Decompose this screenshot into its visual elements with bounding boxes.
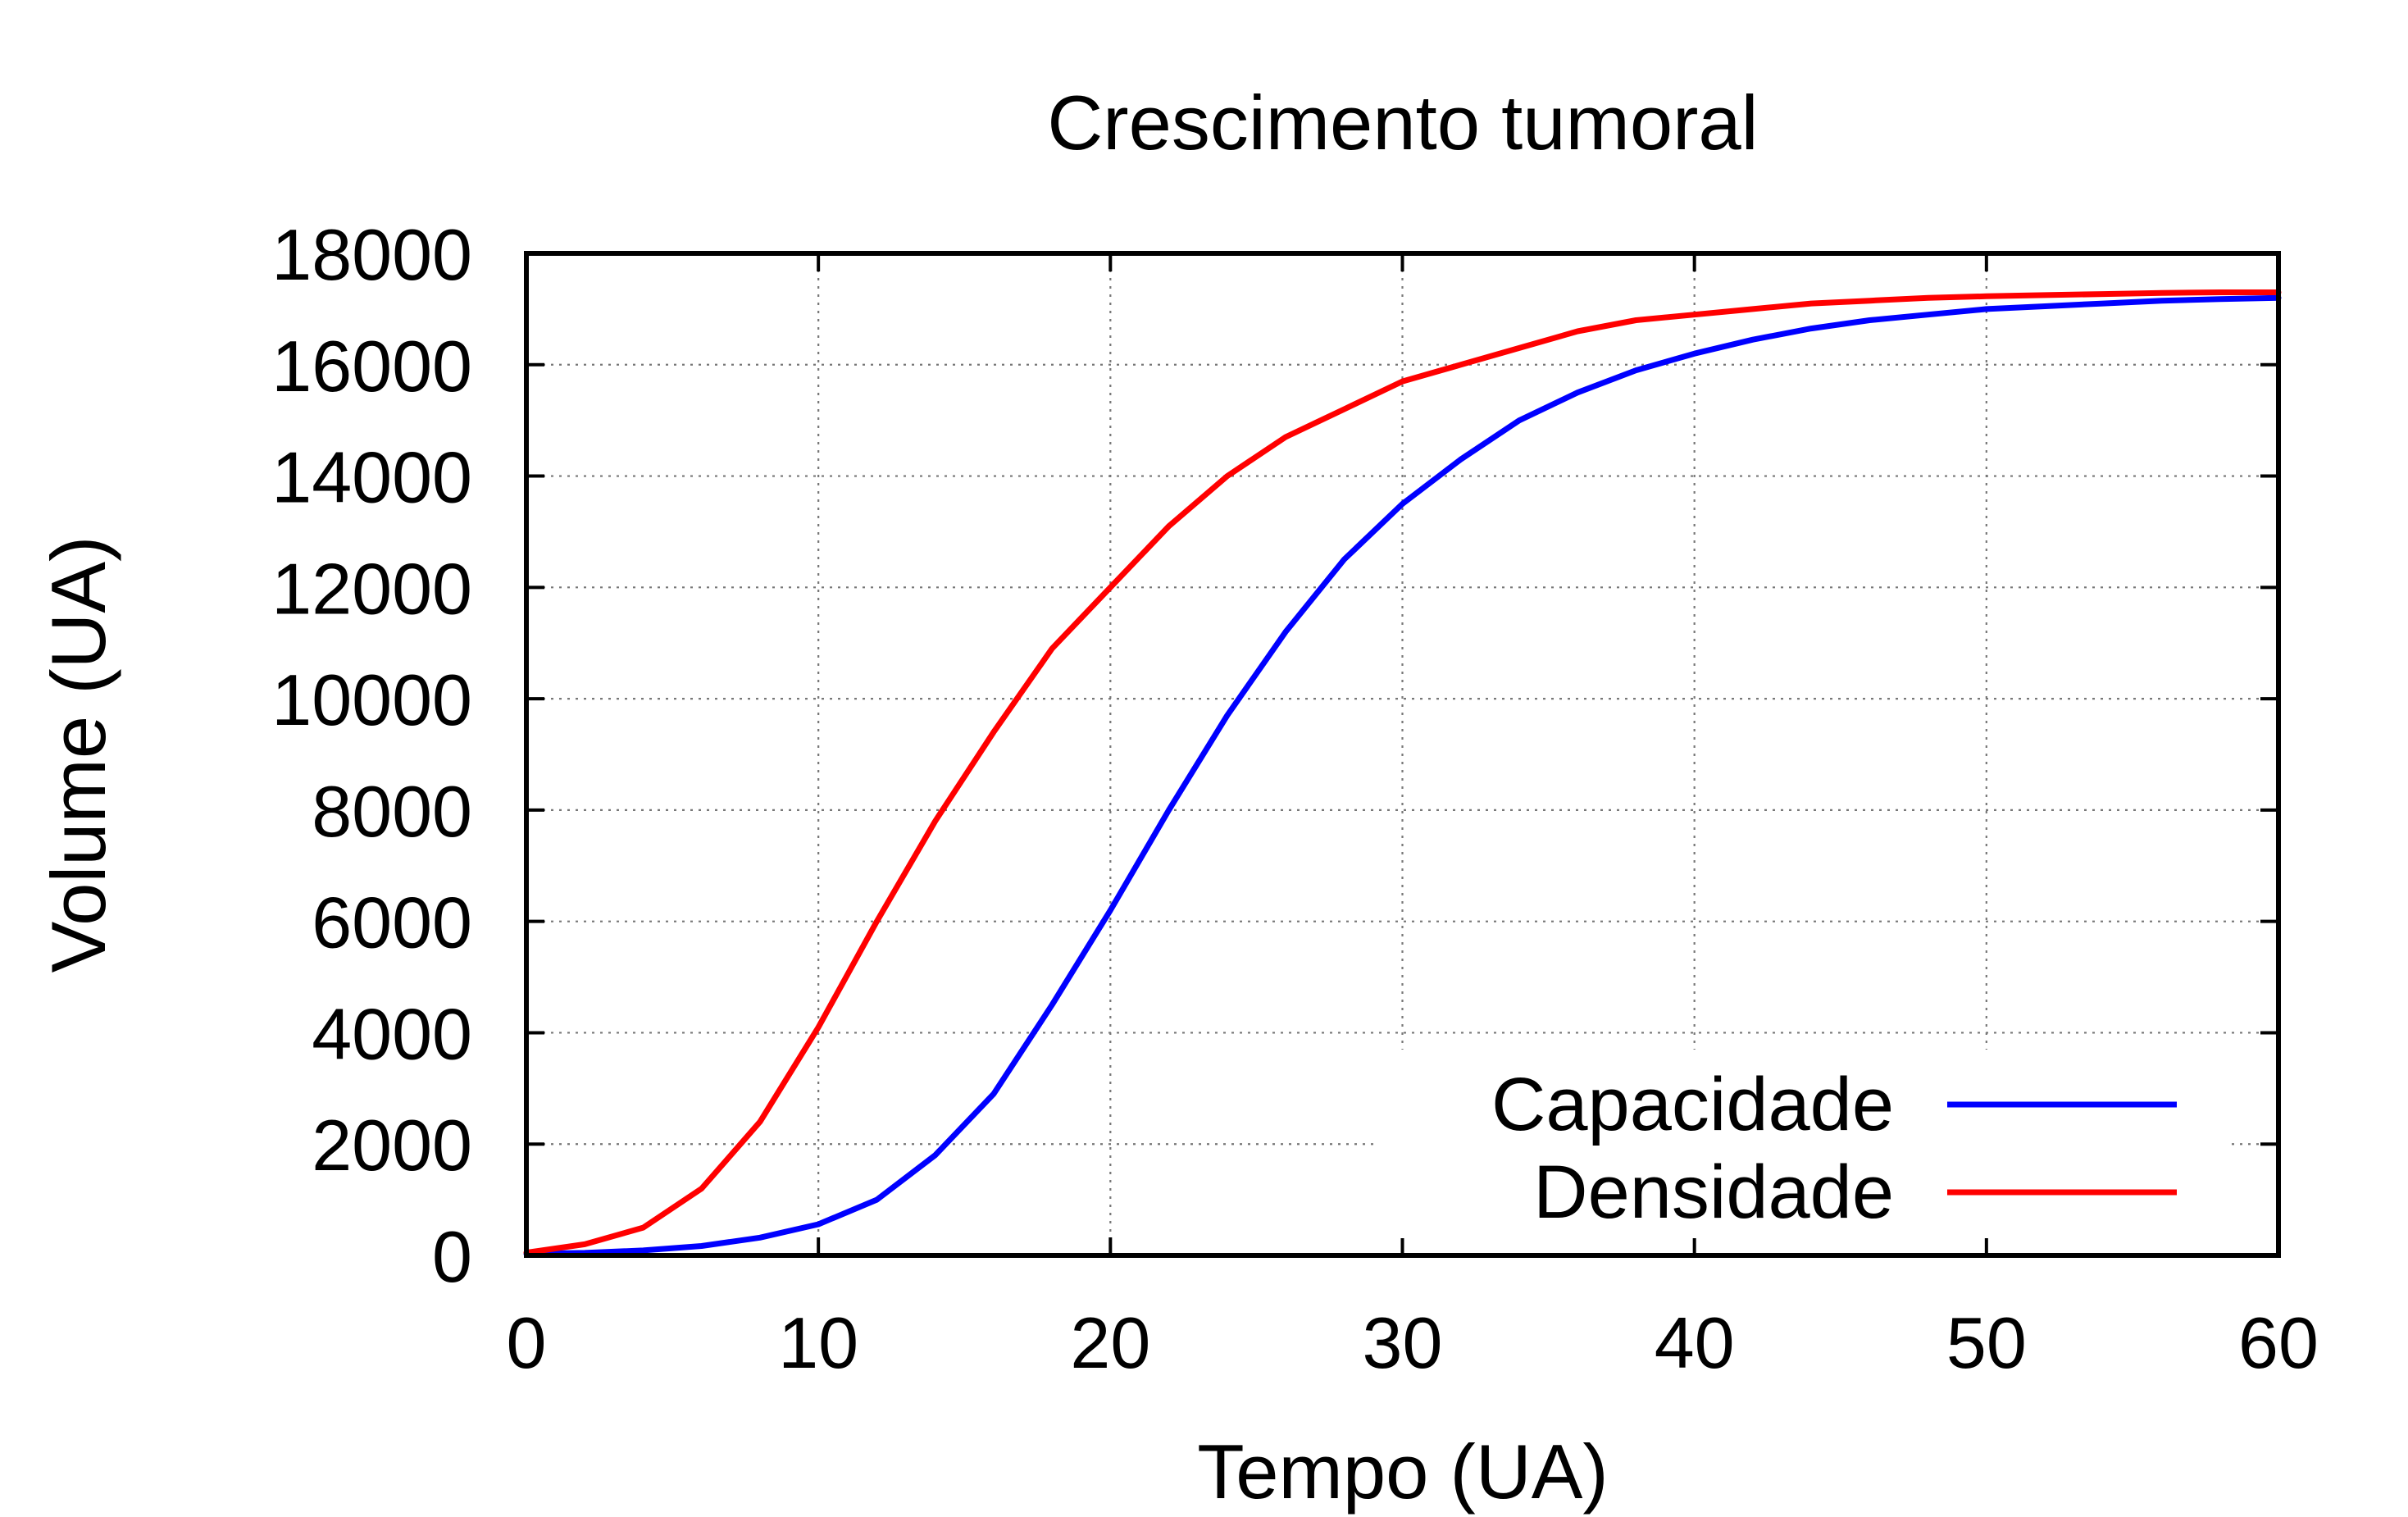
- x-tick-label: 40: [1655, 1302, 1735, 1383]
- y-tick-label: 0: [432, 1216, 472, 1297]
- series-line-capacidade: [523, 294, 2282, 1257]
- y-tick-label: 16000: [271, 326, 472, 407]
- y-tick-label: 4000: [312, 993, 472, 1074]
- x-tick-labels: 0 10 20 30 40 50 60: [507, 1302, 2319, 1383]
- x-tick-label: 60: [2238, 1302, 2319, 1383]
- y-axis-label: Volume (UA): [35, 536, 121, 973]
- legend: Capacidade Densidade: [1377, 1050, 2230, 1238]
- series-layer: [523, 289, 2282, 1257]
- legend-background: [1377, 1050, 2230, 1238]
- series-line-densidade: [523, 289, 2282, 1256]
- x-tick-label: 30: [1363, 1302, 1443, 1383]
- y-tick-labels: 0 2000 4000 6000 8000 10000 12000 14000 16000 180…: [271, 214, 472, 1297]
- y-tick-label: 2000: [312, 1105, 472, 1186]
- legend-label-densidade: Densidade: [1533, 1150, 1894, 1234]
- legend-label-capacidade: Capacidade: [1491, 1063, 1894, 1146]
- x-tick-label: 0: [507, 1302, 547, 1383]
- y-tick-label: 14000: [271, 437, 472, 518]
- x-tick-label: 20: [1070, 1302, 1150, 1383]
- ticks: [525, 252, 2280, 1257]
- x-axis-label: Tempo (UA): [1197, 1428, 1608, 1515]
- y-tick-label: 8000: [312, 771, 472, 852]
- y-tick-label: 6000: [312, 882, 472, 963]
- y-tick-label: 18000: [271, 214, 472, 295]
- x-tick-label: 10: [778, 1302, 858, 1383]
- x-tick-label: 50: [1946, 1302, 2027, 1383]
- chart-title: Crescimento tumoral: [1047, 80, 1758, 166]
- y-tick-label: 12000: [271, 548, 472, 629]
- y-tick-label: 10000: [271, 659, 472, 740]
